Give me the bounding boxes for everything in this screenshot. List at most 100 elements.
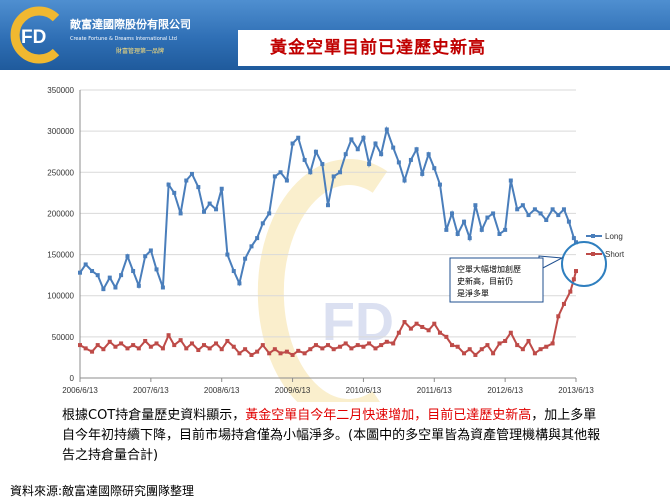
data-point-short [78, 343, 82, 348]
data-point-long [455, 232, 460, 236]
data-point-short [119, 341, 124, 346]
y-tick-label: 150000 [47, 251, 74, 260]
data-point-short [343, 341, 348, 346]
callout-text-line: 史新高，目前仍 [457, 276, 513, 286]
data-point-short [184, 346, 189, 351]
data-point-short [308, 347, 313, 352]
x-tick-label: 2012/6/13 [487, 386, 523, 395]
data-point-long [119, 273, 124, 278]
data-point-long [178, 211, 183, 216]
x-tick-label: 2011/6/13 [417, 386, 453, 395]
data-point-short [396, 330, 401, 335]
data-point-short [160, 346, 165, 351]
data-point-long [349, 137, 354, 142]
data-point-short [189, 341, 194, 346]
data-point-long [561, 207, 566, 212]
data-point-long [485, 215, 490, 220]
data-point-short [384, 339, 389, 344]
data-point-long [202, 209, 206, 214]
data-point-long [444, 227, 449, 232]
data-point-short [544, 344, 549, 349]
data-point-short [90, 349, 95, 354]
data-point-short [526, 338, 531, 343]
y-tick-label: 200000 [47, 209, 74, 218]
data-point-short [267, 351, 272, 356]
chart-description: 根據COT持倉量歷史資料顯示，黃金空單自今年二月快速增加，目前已達歷史新高，加上… [62, 406, 602, 466]
data-point-long [237, 281, 242, 286]
data-point-long [532, 207, 537, 212]
data-point-short [561, 301, 566, 306]
data-point-short [455, 344, 460, 349]
data-point-short [290, 352, 295, 357]
data-point-short [172, 343, 177, 348]
data-point-long [520, 203, 525, 208]
y-tick-label: 250000 [47, 168, 74, 177]
data-point-short [148, 344, 153, 349]
data-point-long [143, 254, 148, 259]
data-point-long [367, 162, 372, 167]
data-point-long [184, 178, 189, 183]
data-point-long [508, 178, 513, 183]
data-point-long [574, 240, 578, 245]
data-point-short [571, 277, 576, 282]
data-point-long [338, 170, 343, 175]
data-point-long [538, 211, 543, 216]
data-point-long [95, 273, 100, 278]
x-tick-label: 2008/6/13 [204, 386, 240, 395]
data-point-short [349, 346, 354, 351]
data-point-long [313, 149, 318, 154]
data-point-short [503, 338, 508, 343]
data-point-long [101, 287, 106, 292]
y-tick-label: 100000 [47, 292, 74, 301]
y-tick-label: 300000 [47, 127, 74, 136]
data-point-short [379, 343, 384, 348]
data-point-short [214, 341, 219, 346]
title-band [238, 30, 670, 66]
data-point-short [367, 341, 372, 346]
data-point-short [302, 351, 307, 356]
x-tick-label: 2009/6/13 [275, 386, 311, 395]
data-point-short [402, 320, 407, 325]
y-axis-ticks: 0 50000 100000 150000 200000 250000 300000 3500… [47, 86, 74, 383]
data-point-long [402, 178, 407, 183]
data-point-long [373, 141, 378, 146]
data-point-short [237, 351, 242, 356]
data-point-short [426, 328, 431, 333]
data-point-long [391, 145, 396, 150]
data-point-short [143, 338, 148, 343]
data-point-short [219, 347, 224, 352]
data-point-short [178, 338, 183, 343]
x-tick-label: 2013/6/13 [558, 386, 594, 395]
data-point-short [538, 347, 543, 352]
x-tick-label: 2006/6/13 [62, 386, 98, 395]
data-point-long [450, 211, 454, 216]
data-point-short [373, 346, 378, 351]
data-point-short [550, 341, 555, 346]
data-point-long [515, 207, 520, 212]
data-point-long [437, 182, 442, 187]
data-point-short [479, 347, 484, 352]
data-point-long [361, 135, 366, 140]
data-point-long [326, 203, 330, 208]
data-point-short [515, 343, 520, 348]
data-point-long [196, 185, 201, 190]
data-point-long [308, 170, 313, 175]
data-point-short [444, 334, 449, 339]
data-point-short [361, 344, 366, 349]
data-point-long [556, 213, 561, 218]
data-point-long [131, 269, 136, 274]
data-point-long [249, 244, 254, 249]
logo-letters: FD [21, 27, 46, 48]
data-point-short [331, 347, 336, 352]
data-point-short [355, 343, 360, 348]
data-point-long [284, 178, 289, 183]
data-point-long [462, 219, 467, 224]
data-point-short [136, 346, 141, 351]
legend-marker-long [591, 234, 595, 238]
data-point-short [255, 349, 260, 354]
watermark-logo: FD [257, 159, 394, 402]
data-point-long [189, 171, 194, 176]
chart-series [78, 125, 578, 357]
data-point-long [473, 203, 478, 208]
